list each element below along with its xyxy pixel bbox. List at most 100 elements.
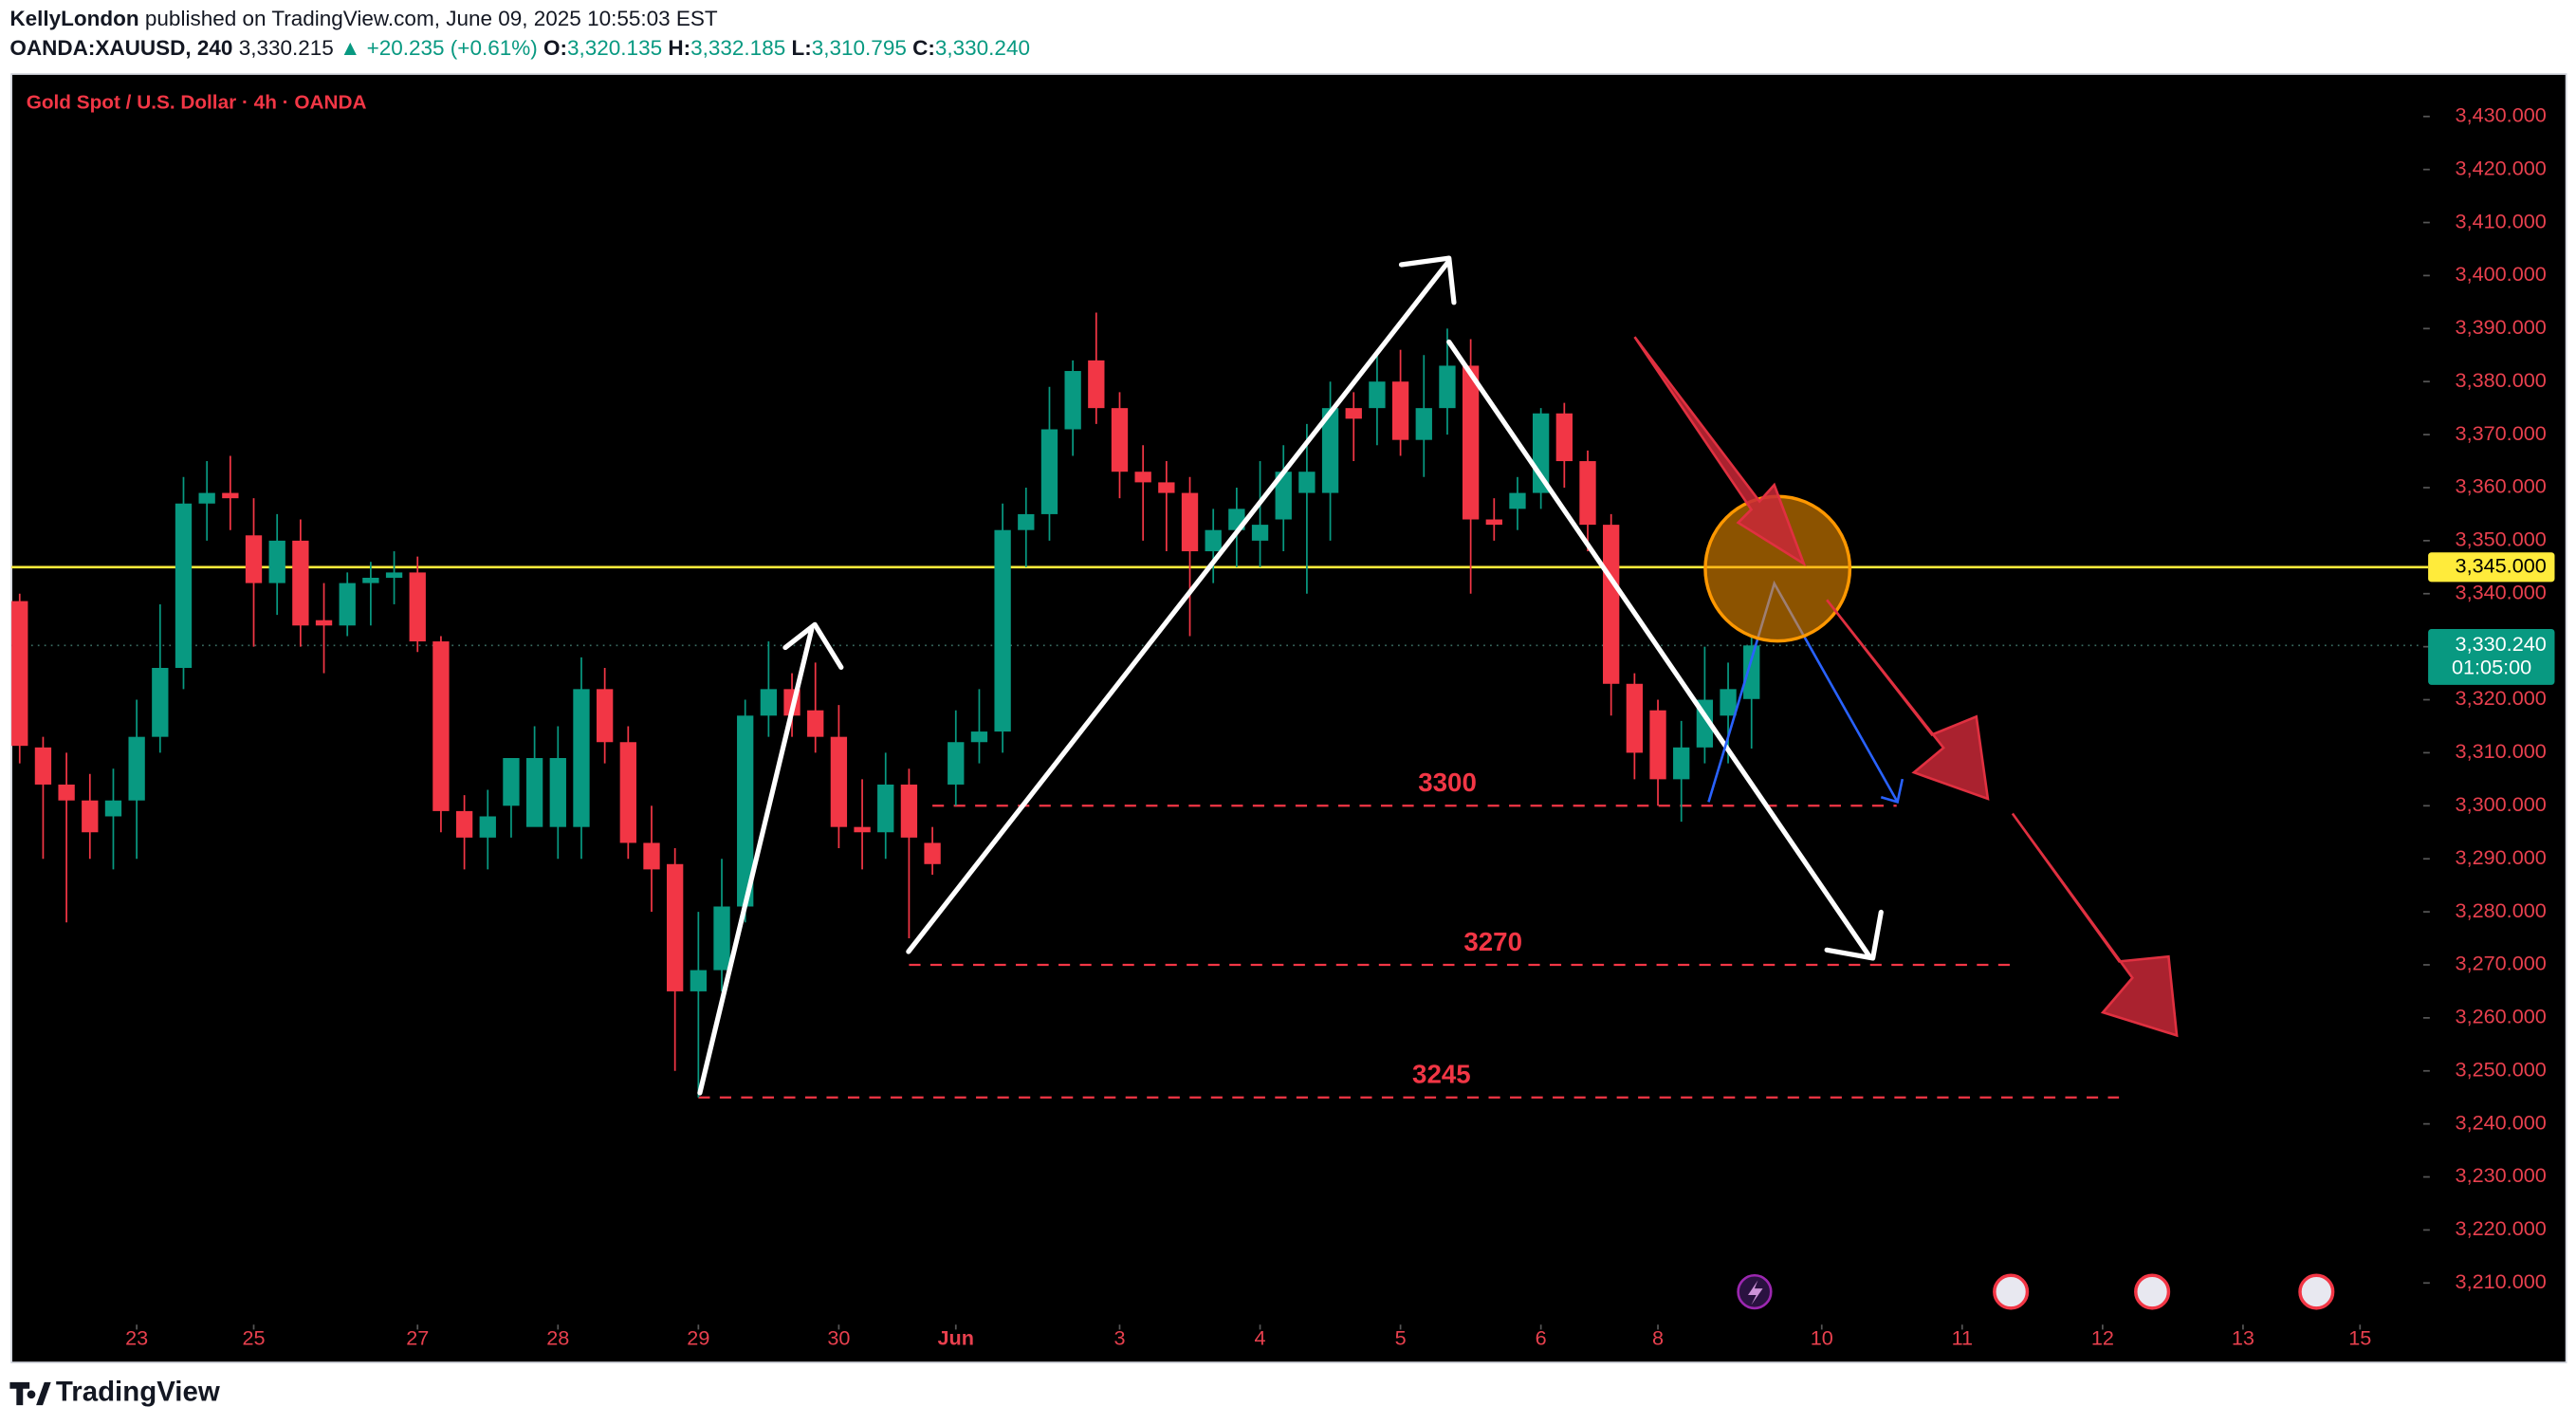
candle-body bbox=[830, 736, 848, 827]
candle-body bbox=[1111, 408, 1129, 472]
candle-body bbox=[760, 689, 778, 716]
level-label: 3245 bbox=[1412, 1059, 1471, 1088]
arrow-head bbox=[782, 621, 844, 670]
event-icons bbox=[1737, 1273, 2335, 1310]
candle-body bbox=[104, 800, 122, 817]
y-tick-label: 3,290.000 bbox=[2456, 845, 2547, 869]
candle-body bbox=[1018, 513, 1035, 530]
x-tick-label: 3 bbox=[1113, 1326, 1125, 1350]
candle-body bbox=[1603, 525, 1620, 684]
candle-body bbox=[1369, 381, 1386, 409]
last-price-tag bbox=[2428, 628, 2555, 685]
candle-body bbox=[128, 736, 145, 801]
candle-body bbox=[1040, 429, 1058, 514]
x-tick-label: 28 bbox=[546, 1326, 569, 1350]
y-tick-label: 3,210.000 bbox=[2456, 1269, 2547, 1293]
event-icon[interactable] bbox=[2134, 1273, 2171, 1310]
candle-body bbox=[479, 816, 496, 838]
candle-body bbox=[432, 641, 450, 811]
y-tick-label: 3,310.000 bbox=[2456, 739, 2547, 763]
y-tick-label: 3,220.000 bbox=[2456, 1216, 2547, 1240]
candle-body bbox=[1743, 645, 1760, 699]
candle-body bbox=[385, 572, 403, 578]
candle-body bbox=[1485, 519, 1502, 526]
red-arrows bbox=[1633, 336, 2179, 1038]
y-tick-label: 3,410.000 bbox=[2456, 209, 2547, 232]
candle-body bbox=[1509, 492, 1526, 509]
x-tick-label: 11 bbox=[1952, 1326, 1973, 1350]
candle-body bbox=[713, 906, 730, 971]
ohlc-key: L: bbox=[792, 36, 812, 60]
candle-body bbox=[1158, 482, 1175, 493]
candle-body bbox=[1205, 529, 1222, 552]
x-tick-label: 30 bbox=[827, 1326, 850, 1350]
candle-body bbox=[854, 826, 871, 833]
x-tick-label: 4 bbox=[1255, 1326, 1266, 1350]
countdown: 01:05:00 bbox=[2452, 655, 2531, 678]
candle-body bbox=[222, 492, 239, 499]
candle-body bbox=[409, 572, 426, 642]
brand: TradingView bbox=[56, 1377, 220, 1408]
candle-body bbox=[58, 784, 75, 801]
footer-logo: TradingView bbox=[9, 1377, 220, 1408]
candle-body bbox=[573, 689, 590, 827]
candle-body bbox=[34, 747, 52, 785]
event-icon[interactable] bbox=[1993, 1273, 2030, 1310]
y-tick-label: 3,340.000 bbox=[2456, 580, 2547, 603]
candle-body bbox=[315, 620, 333, 626]
candle-body bbox=[1298, 472, 1316, 493]
y-tick-label: 3,350.000 bbox=[2456, 527, 2547, 551]
candle-body bbox=[1321, 408, 1339, 493]
candle-body bbox=[807, 710, 824, 737]
ohlc-key: O: bbox=[543, 36, 567, 60]
event-bolt bbox=[1748, 1280, 1763, 1305]
arrow-head bbox=[1824, 909, 1884, 961]
candle-body bbox=[362, 577, 379, 583]
candle-body bbox=[549, 758, 566, 827]
candle-body bbox=[268, 540, 285, 583]
candle-body bbox=[525, 758, 543, 827]
candle-body bbox=[1555, 413, 1573, 462]
candle-body bbox=[900, 784, 918, 838]
blue-arrow-head bbox=[1880, 778, 1904, 805]
candle-body bbox=[643, 842, 660, 870]
candle-body bbox=[1649, 710, 1666, 780]
event-icon[interactable] bbox=[2298, 1273, 2335, 1310]
y-tick-label: 3,300.000 bbox=[2456, 792, 2547, 816]
ohlc-key: C: bbox=[912, 36, 935, 60]
candle-body bbox=[503, 758, 520, 806]
candle-body bbox=[1415, 408, 1432, 440]
x-tick-label: 12 bbox=[2091, 1326, 2114, 1350]
red-arrow bbox=[1633, 336, 1807, 567]
y-tick-label: 3,230.000 bbox=[2456, 1163, 2547, 1187]
symbol-line: OANDA:XAUUSD, 240 3,330.215 ▲ +20.235 (+… bbox=[9, 36, 1030, 60]
change: ▲ +20.235 (+0.61%) bbox=[340, 36, 538, 60]
candle-body bbox=[1064, 371, 1081, 430]
candle-body bbox=[1720, 689, 1737, 716]
candle-body bbox=[877, 784, 894, 833]
candle-body bbox=[455, 810, 473, 838]
ohlc-value: 3,320.135 bbox=[567, 36, 662, 60]
chart-title: Gold Spot / U.S. Dollar · 4h · OANDA bbox=[27, 92, 367, 114]
y-tick-label: 3,270.000 bbox=[2456, 952, 2547, 975]
x-tick-label: 23 bbox=[125, 1326, 148, 1350]
y-tick-label: 3,360.000 bbox=[2456, 474, 2547, 498]
x-tick-label: 29 bbox=[687, 1326, 709, 1350]
ohlc-value: 3,332.185 bbox=[690, 36, 785, 60]
y-tick-label: 3,430.000 bbox=[2456, 102, 2547, 126]
x-tick-label: 25 bbox=[242, 1326, 265, 1350]
candle-body bbox=[11, 601, 28, 747]
candle-body bbox=[1391, 381, 1409, 440]
candle-body bbox=[1181, 492, 1199, 552]
y-tick-label: 3,280.000 bbox=[2456, 898, 2547, 922]
candle-body bbox=[924, 842, 941, 864]
white-arrows bbox=[697, 255, 1884, 1096]
candle-body bbox=[175, 503, 193, 669]
candle-body bbox=[1579, 461, 1596, 526]
published: published on TradingView.com, June 09, 2… bbox=[145, 7, 718, 30]
candle-body bbox=[667, 863, 684, 991]
candle-body bbox=[737, 715, 754, 907]
candle-body bbox=[339, 583, 356, 626]
